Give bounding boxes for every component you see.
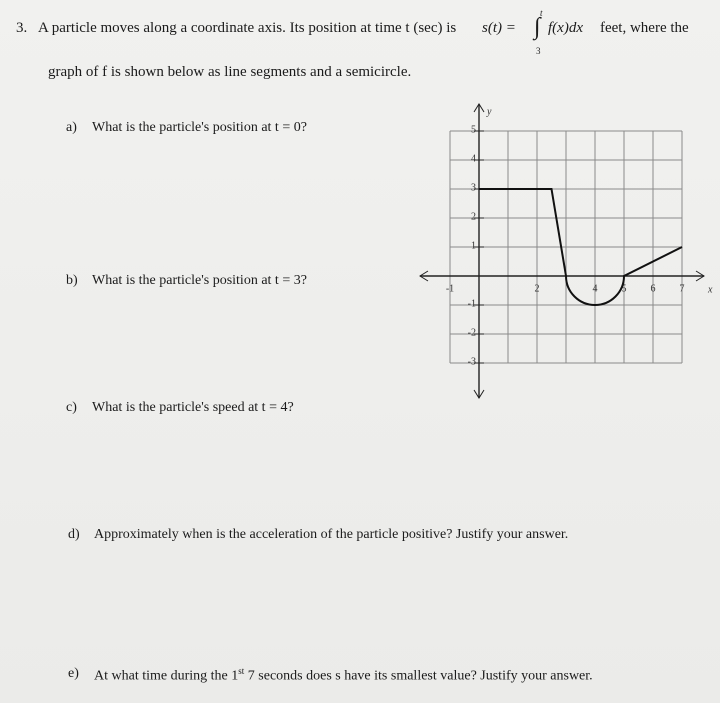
question-text: What is the particle's speed at t = 4? xyxy=(92,400,294,415)
y-tick-label: 2 xyxy=(471,211,476,222)
question-label: d) xyxy=(68,527,80,542)
x-tick-label: -1 xyxy=(446,283,454,294)
x-tick-label: 6 xyxy=(651,283,656,294)
question-text: What is the particle's position at t = 0… xyxy=(92,120,307,135)
y-tick-label: 3 xyxy=(471,182,476,193)
position-function: s(t) = xyxy=(482,20,516,36)
problem-line2: graph of f is shown below as line segmen… xyxy=(48,64,412,80)
problem-intro: A particle moves along a coordinate axis… xyxy=(38,20,457,36)
y-tick-label: -3 xyxy=(468,356,476,367)
integral-sign: ∫ xyxy=(534,14,541,40)
question-label: c) xyxy=(66,400,77,415)
question-label: a) xyxy=(66,120,77,135)
question-label: e) xyxy=(68,666,79,681)
y-tick-label: -2 xyxy=(468,327,476,338)
x-tick-label: 7 xyxy=(680,283,685,294)
integral-upper: t xyxy=(540,8,543,18)
problem-number: 3. xyxy=(16,20,28,36)
question-text: What is the particle's position at t = 3… xyxy=(92,273,307,288)
axis-label: x xyxy=(707,284,713,295)
integrand: f(x)dx xyxy=(548,20,583,36)
question-text: At what time during the 1 xyxy=(94,668,239,684)
x-tick-label: 5 xyxy=(622,283,627,294)
arrow xyxy=(695,270,705,282)
x-tick-label: 2 xyxy=(535,283,540,294)
arrow xyxy=(473,103,485,113)
question-text: Approximately when is the acceleration o… xyxy=(94,527,569,542)
question-text: 7 seconds does s have its smallest value… xyxy=(247,668,593,684)
y-tick-label: -1 xyxy=(468,298,476,309)
y-tick-label: 1 xyxy=(471,240,476,251)
integral-lower: 3 xyxy=(536,46,541,56)
superscript: st xyxy=(238,666,245,676)
arrow xyxy=(473,389,485,399)
function-curve xyxy=(479,188,683,306)
y-tick-label: 5 xyxy=(471,124,476,135)
problem-intro-end: feet, where the xyxy=(600,20,689,36)
question-label: b) xyxy=(66,273,78,288)
axis-label: y xyxy=(486,106,492,117)
y-tick-label: 4 xyxy=(471,153,476,164)
x-tick-label: 4 xyxy=(593,283,598,294)
question-text: At what time during the 1st 7 seconds do… xyxy=(94,666,593,685)
arrow xyxy=(419,270,429,282)
